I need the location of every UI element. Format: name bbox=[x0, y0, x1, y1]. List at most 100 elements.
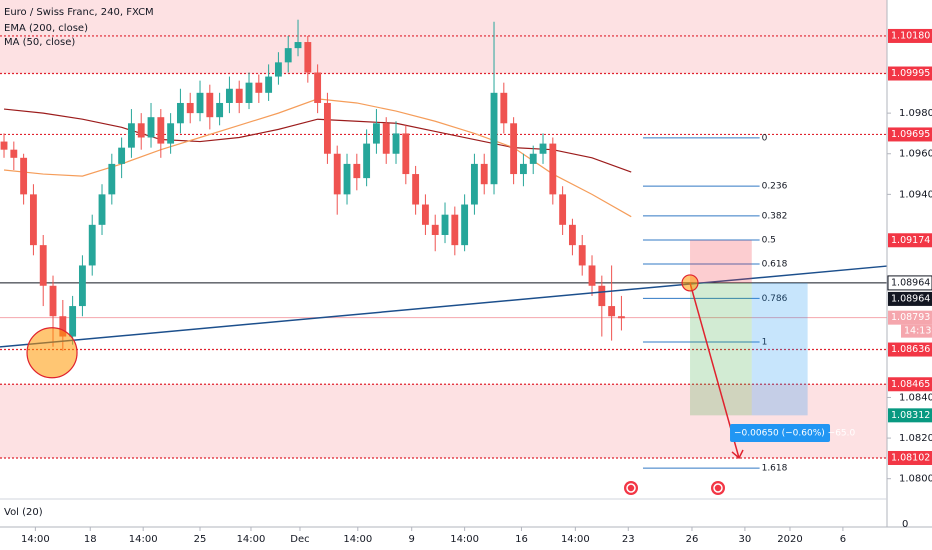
candle-body bbox=[431, 224, 439, 235]
candle-body bbox=[69, 306, 77, 337]
candle-body bbox=[441, 214, 449, 235]
candle-body bbox=[49, 285, 57, 317]
candle-body bbox=[108, 163, 116, 195]
candle-body bbox=[588, 265, 596, 286]
candle-body bbox=[0, 141, 8, 150]
candle-body bbox=[333, 153, 341, 195]
y-tick-label: 1.08000 bbox=[899, 474, 932, 485]
candle-body bbox=[29, 194, 37, 246]
alert-icons bbox=[624, 481, 725, 495]
x-tick-label: Dec bbox=[290, 534, 309, 545]
candle-body bbox=[412, 174, 420, 205]
candle-body bbox=[451, 214, 459, 246]
candle-body bbox=[559, 194, 567, 225]
candle-body bbox=[20, 157, 28, 195]
x-tick-label: 30 bbox=[739, 534, 752, 545]
fib-label: 0 bbox=[762, 133, 768, 143]
candle-body bbox=[245, 82, 253, 103]
chart-title: Euro / Swiss Franc, 240, FXCM bbox=[4, 7, 154, 18]
indicator-line bbox=[3, 108, 632, 173]
price-label-box bbox=[888, 291, 932, 306]
candle-body bbox=[402, 133, 410, 175]
candle-body bbox=[274, 62, 282, 77]
candle-body bbox=[39, 245, 47, 286]
position-label: −0.00650 (−0.60%) −65.0 bbox=[734, 428, 855, 438]
price-label: 1.08102 bbox=[891, 452, 930, 463]
fib-label: 0.5 bbox=[762, 235, 776, 245]
candle-body bbox=[382, 123, 390, 154]
plot-area: 0 0.236 0.382 0.5 0.618 0.786 1 1.618 −0.00650 (… bbox=[0, 0, 888, 474]
candle-body bbox=[343, 163, 351, 195]
price-label-box bbox=[888, 127, 932, 142]
price-label-box bbox=[888, 408, 932, 423]
price-label: 1.09995 bbox=[891, 68, 930, 79]
price-label: 1.08312 bbox=[891, 410, 930, 421]
price-label-box bbox=[887, 275, 932, 291]
candle-body bbox=[363, 143, 371, 179]
x-tick-label: 6 bbox=[840, 534, 846, 545]
zone bbox=[0, 0, 887, 74]
price-label: 1.08964 bbox=[891, 293, 930, 304]
candle-body bbox=[216, 102, 224, 118]
x-tick-label: 16 bbox=[515, 534, 528, 545]
price-label-box bbox=[888, 310, 932, 325]
candle-body bbox=[500, 92, 508, 124]
arrow-head bbox=[731, 449, 744, 460]
price-label: 1.09695 bbox=[891, 129, 930, 140]
fib-label: 0.382 bbox=[762, 211, 788, 221]
x-tick-label: 14:00 bbox=[21, 534, 50, 545]
projection-zone bbox=[751, 282, 808, 416]
stop-zone bbox=[690, 240, 752, 283]
candle-body bbox=[578, 245, 586, 266]
candle-body bbox=[304, 42, 312, 73]
candle-body bbox=[176, 102, 184, 124]
y-tick-label: 1.08400 bbox=[899, 392, 932, 403]
candle-body bbox=[294, 42, 302, 49]
countdown-label: 14:13 bbox=[904, 326, 931, 337]
candle-body bbox=[88, 224, 96, 266]
x-tick-label: 14:00 bbox=[129, 534, 158, 545]
candle-body bbox=[10, 149, 18, 158]
x-tick-label: 14:00 bbox=[450, 534, 479, 545]
candle-body bbox=[137, 123, 145, 138]
candle-body bbox=[490, 92, 498, 185]
fib-label: 0.786 bbox=[762, 294, 788, 304]
highlight bbox=[26, 327, 78, 379]
fib-label: 0.618 bbox=[762, 260, 788, 270]
candle-body bbox=[225, 88, 233, 103]
x-tick-label: 26 bbox=[686, 534, 699, 545]
zone bbox=[0, 384, 887, 458]
price-label: 1.08465 bbox=[891, 379, 930, 390]
candle-body bbox=[421, 204, 429, 225]
x-tick-label: 14:00 bbox=[343, 534, 372, 545]
candle-body bbox=[314, 72, 322, 103]
price-label-box bbox=[888, 342, 932, 357]
x-tick-label: 14:00 bbox=[561, 534, 590, 545]
candle-body bbox=[127, 123, 135, 148]
candle-body bbox=[372, 123, 380, 144]
x-tick-label: 2020 bbox=[777, 534, 802, 545]
price-label-box bbox=[888, 377, 932, 392]
candle-body bbox=[549, 143, 557, 195]
price-label: 1.08793 bbox=[891, 312, 930, 323]
candle-body bbox=[353, 163, 361, 179]
candle-body bbox=[98, 194, 106, 225]
candle-body bbox=[608, 306, 616, 317]
candle-body bbox=[529, 153, 537, 164]
candle-body bbox=[255, 82, 263, 93]
candle-body bbox=[147, 117, 155, 138]
price-label: 1.09174 bbox=[891, 235, 930, 246]
candle-body bbox=[78, 265, 86, 307]
candle-body bbox=[167, 123, 175, 144]
price-label-box bbox=[888, 233, 932, 248]
fib-label: 0.236 bbox=[762, 182, 788, 192]
x-tick-label: 25 bbox=[194, 534, 207, 545]
fib-label: 1 bbox=[762, 338, 768, 348]
candle-body bbox=[186, 102, 194, 114]
candle-body bbox=[539, 143, 547, 154]
x-tick-label: 9 bbox=[409, 534, 415, 545]
y-tick-label: 1.09800 bbox=[899, 108, 932, 119]
highlight bbox=[681, 274, 699, 292]
volume-title: Vol (20) bbox=[4, 507, 43, 518]
